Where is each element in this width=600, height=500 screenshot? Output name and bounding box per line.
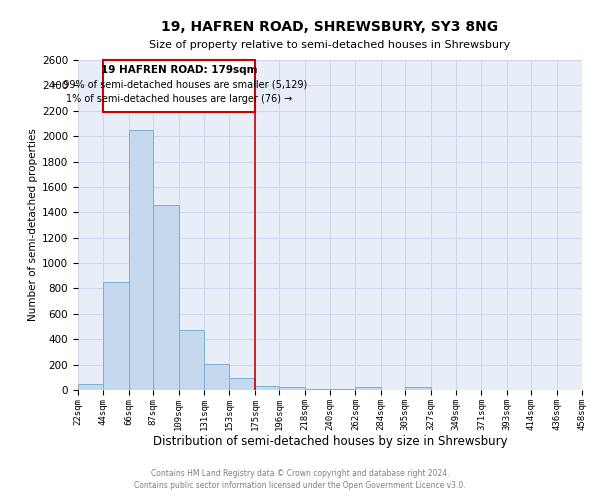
Bar [78, 384, 103, 390]
Bar [279, 388, 305, 390]
Text: Contains HM Land Registry data © Crown copyright and database right 2024.
Contai: Contains HM Land Registry data © Crown c… [134, 468, 466, 490]
Bar [204, 364, 229, 390]
Text: 19, HAFREN ROAD, SHREWSBURY, SY3 8NG: 19, HAFREN ROAD, SHREWSBURY, SY3 8NG [161, 20, 499, 34]
Bar [153, 204, 179, 390]
Bar [255, 386, 279, 390]
X-axis label: Distribution of semi-detached houses by size in Shrewsbury: Distribution of semi-detached houses by … [152, 436, 508, 448]
Bar [103, 282, 129, 390]
Bar [405, 388, 431, 390]
Text: 1% of semi-detached houses are larger (76) →: 1% of semi-detached houses are larger (7… [66, 94, 292, 104]
Text: 19 HAFREN ROAD: 179sqm: 19 HAFREN ROAD: 179sqm [101, 65, 257, 75]
Bar [229, 378, 255, 390]
Bar [355, 388, 381, 390]
Text: ← 99% of semi-detached houses are smaller (5,129): ← 99% of semi-detached houses are smalle… [52, 80, 307, 90]
Text: Size of property relative to semi-detached houses in Shrewsbury: Size of property relative to semi-detach… [149, 40, 511, 50]
Bar [179, 330, 204, 390]
FancyBboxPatch shape [103, 60, 255, 112]
Y-axis label: Number of semi-detached properties: Number of semi-detached properties [28, 128, 38, 322]
Bar [129, 130, 153, 390]
Bar [305, 388, 330, 390]
